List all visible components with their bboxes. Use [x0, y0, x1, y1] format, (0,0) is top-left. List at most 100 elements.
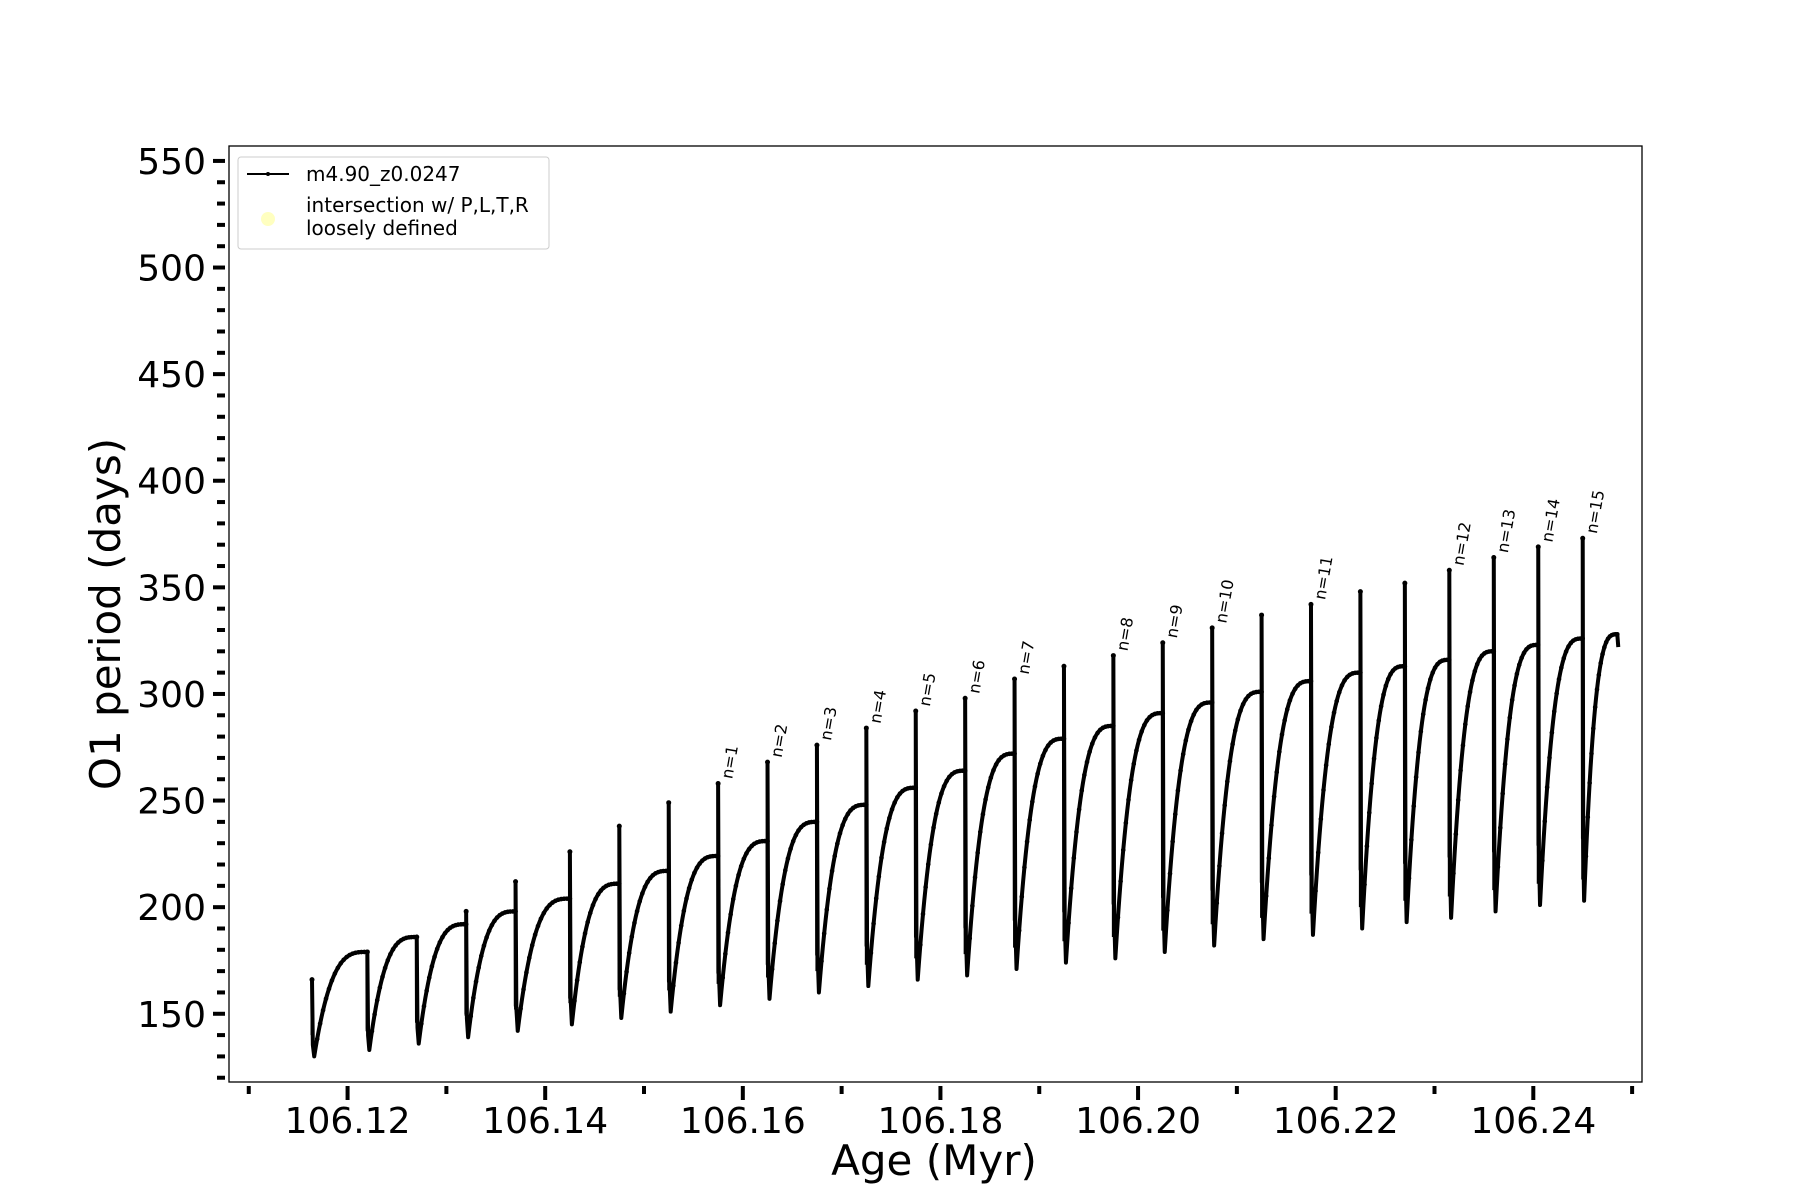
series-point: [1460, 743, 1466, 748]
series-point: [1600, 651, 1605, 657]
series-point: [1364, 843, 1370, 849]
x-tick-label: 106.24: [1470, 1101, 1596, 1142]
series-point: [372, 1012, 377, 1017]
series-point: [678, 923, 684, 928]
legend-label-model: m4.90_z0.0247: [306, 162, 461, 186]
series-point: [1061, 663, 1067, 669]
series-point: [1076, 807, 1082, 812]
series-point: [329, 978, 335, 983]
series-point: [1222, 803, 1227, 808]
series-point: [1514, 671, 1520, 677]
series-point: [1284, 706, 1290, 712]
series-point: [1277, 749, 1282, 754]
series-point: [524, 970, 529, 975]
series-point: [842, 816, 848, 822]
series-point: [1342, 678, 1347, 683]
series-point: [845, 811, 851, 817]
x-tick-label: 106.22: [1273, 1101, 1399, 1142]
series-point: [720, 975, 726, 981]
series-point: [666, 868, 672, 874]
series-point: [617, 881, 622, 887]
series-point: [1420, 711, 1426, 717]
series-point: [1535, 544, 1541, 550]
series-point: [1292, 686, 1298, 692]
series-point: [567, 849, 573, 855]
series-point: [481, 943, 487, 949]
series-point: [419, 1021, 424, 1026]
series-point: [1287, 698, 1293, 703]
series-point: [486, 928, 492, 933]
series-point: [863, 725, 869, 731]
series-point: [1144, 718, 1150, 723]
series-point: [1369, 781, 1374, 786]
series-point: [1160, 640, 1166, 646]
series-point: [837, 831, 843, 836]
series-point: [832, 853, 838, 859]
series-point: [991, 767, 996, 773]
series-point: [783, 867, 788, 873]
series-point: [715, 781, 721, 787]
series-point: [980, 811, 986, 817]
series-point: [513, 909, 518, 914]
series-point: [1423, 697, 1428, 703]
series-point: [765, 759, 771, 765]
series-point: [941, 784, 947, 789]
series-point: [577, 959, 583, 965]
series-point: [1500, 791, 1505, 796]
legend-box: [237, 156, 550, 250]
series-point: [1321, 787, 1326, 793]
series-point: [918, 942, 923, 948]
series-point: [1374, 735, 1379, 741]
series-point: [1172, 811, 1178, 817]
series-point: [421, 1003, 427, 1009]
series-point: [920, 911, 926, 917]
series-point: [1217, 863, 1222, 869]
series-point: [1491, 554, 1497, 560]
legend-intersection-swatch: [261, 212, 275, 226]
series-point: [1594, 687, 1600, 692]
series-point: [382, 965, 388, 971]
series-point: [492, 918, 497, 924]
series-point: [1467, 689, 1473, 695]
series-point: [1465, 704, 1470, 709]
series-point: [1269, 822, 1274, 828]
series-point: [365, 949, 370, 955]
series-point: [1418, 729, 1424, 734]
series-point: [1214, 900, 1220, 906]
series-point: [593, 896, 598, 902]
y-tick-label: 500: [137, 249, 206, 290]
y-tick-label: 200: [137, 888, 206, 929]
legend-marker-swatch: [266, 172, 270, 176]
series-point: [424, 988, 429, 994]
series-point: [1290, 691, 1295, 697]
series-point: [1232, 728, 1238, 733]
series-point: [730, 896, 736, 902]
series-point: [1024, 839, 1030, 845]
series-point: [1061, 736, 1067, 742]
series-point: [588, 910, 593, 916]
series-point: [440, 934, 445, 940]
series-point: [1167, 871, 1173, 876]
series-layer: [309, 535, 1621, 1059]
series-point: [1453, 831, 1459, 837]
series-point: [1428, 677, 1433, 682]
series-point: [931, 825, 936, 831]
series-point: [1451, 870, 1456, 876]
series-point: [332, 971, 338, 976]
series-point: [1470, 678, 1475, 683]
series-point: [1095, 730, 1100, 736]
series-point: [1175, 788, 1181, 793]
series-point: [1315, 850, 1321, 855]
series-point: [1331, 710, 1337, 715]
y-tick-label: 550: [137, 142, 206, 183]
series-point: [884, 826, 890, 832]
series-point: [1165, 907, 1170, 913]
series-point: [1240, 701, 1246, 707]
legend-label-line: loosely defined: [306, 216, 458, 240]
series-point: [616, 823, 622, 829]
series-point: [527, 955, 532, 961]
series-point: [1381, 692, 1386, 698]
series-point: [1045, 743, 1051, 748]
series-point: [582, 931, 588, 936]
